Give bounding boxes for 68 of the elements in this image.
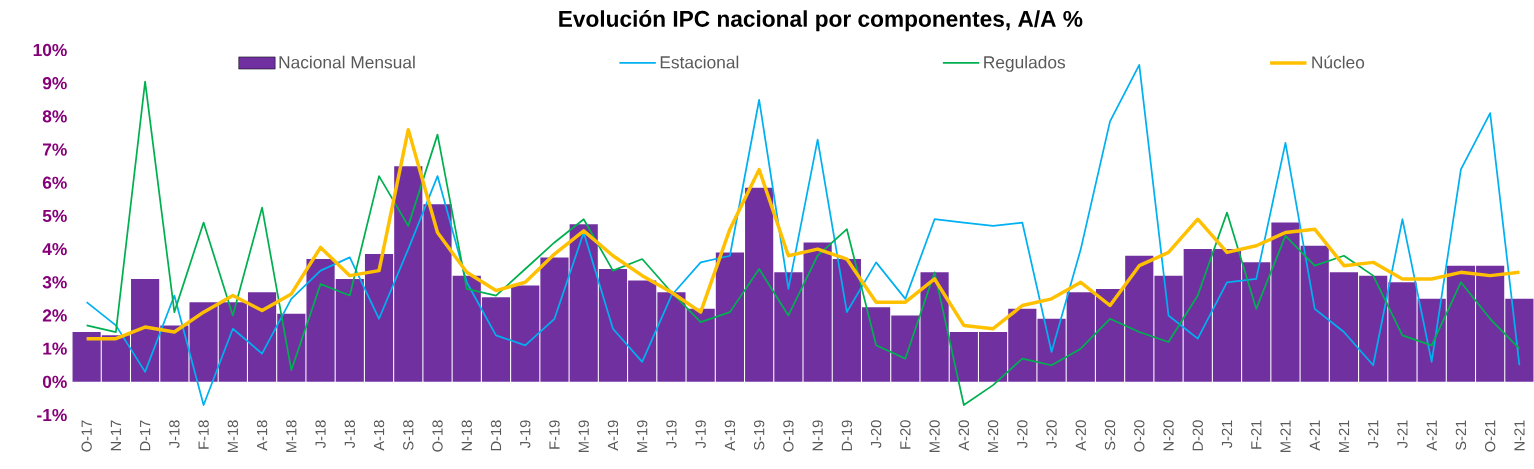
y-tick-label: 2%: [42, 309, 67, 322]
x-tick-label: J-18: [169, 420, 180, 449]
y-tick-label: 7%: [43, 143, 67, 156]
legend-label: Nacional Mensual: [279, 55, 415, 69]
y-tick-label: 4%: [42, 242, 67, 256]
y-tick-label: 6%: [42, 176, 67, 189]
x-tick-label: J-21: [1368, 420, 1379, 449]
x-tick-label: D-17: [140, 420, 151, 451]
x-tick-label: O-18: [432, 420, 443, 452]
x-tick-label: N-21: [1514, 420, 1525, 451]
x-tick-label: O-19: [783, 420, 794, 452]
x-tick-label: S-19: [753, 420, 765, 451]
x-tick-label: D-18: [490, 420, 502, 451]
x-tick-label: O-21: [1484, 420, 1496, 452]
x-tick-label: F-19: [549, 420, 560, 449]
line-series: [84, 127, 1522, 341]
x-tick-label: J-20: [1017, 420, 1028, 449]
y-tick-label: 3%: [42, 276, 67, 289]
x-tick-label: A-18: [373, 420, 385, 451]
y-tick-label: -1%: [37, 408, 67, 422]
x-tick-label: M-20: [987, 420, 999, 452]
x-tick-label: S-21: [1455, 420, 1467, 451]
x-tick-label: J-20: [870, 420, 882, 449]
y-tick-label: 10%: [33, 43, 67, 57]
x-tick-label: A-21: [1426, 420, 1437, 451]
x-tick-label: M-18: [227, 420, 239, 452]
x-tick-label: M-19: [637, 420, 648, 452]
legend-label: Estacional: [660, 55, 739, 69]
x-tick-label: N-19: [812, 420, 823, 451]
y-tick-label: 1%: [43, 342, 67, 355]
x-tick-label: D-20: [1192, 420, 1203, 451]
x-tick-label: S-20: [1104, 420, 1116, 451]
x-tick-label: A-18: [256, 420, 268, 451]
x-tick-label: J-20: [1046, 420, 1057, 449]
x-tick-label: M-21: [1338, 420, 1350, 452]
x-tick-label: M-21: [1280, 420, 1291, 452]
x-tick-label: J-21: [1221, 420, 1233, 449]
x-tick-label: O-20: [1134, 420, 1145, 452]
x-tick-label: J-19: [695, 420, 706, 449]
x-tick-label: O-17: [81, 420, 92, 452]
x-tick-label: N-20: [1163, 420, 1174, 451]
x-tick-label: J-18: [344, 420, 355, 449]
x-tick-label: F-20: [900, 420, 911, 449]
legend-label: Regulados: [984, 55, 1066, 72]
chart-title: Evolución IPC nacional por componentes, A/A %: [559, 10, 1083, 32]
x-tick-label: D-19: [841, 420, 853, 451]
x-tick-label: A-19: [607, 420, 619, 451]
x-tick-label: F-21: [1251, 420, 1262, 449]
x-tick-label: A-20: [958, 420, 970, 451]
x-tick-label: J-18: [315, 420, 326, 449]
x-tick-label: F-18: [198, 420, 209, 449]
x-tick-label: S-18: [403, 420, 414, 451]
y-tick-label: 8%: [42, 110, 67, 123]
y-tick-label: 9%: [42, 77, 67, 90]
y-tick-label: 5%: [42, 209, 67, 223]
legend-label: Núcleo: [1312, 55, 1365, 69]
x-tick-label: J-21: [1397, 420, 1408, 449]
x-tick-label: N-18: [461, 420, 472, 451]
x-tick-label: J-19: [666, 420, 677, 449]
x-tick-label: J-19: [520, 420, 531, 449]
x-tick-label: M-18: [286, 420, 297, 452]
x-tick-label: A-21: [1309, 420, 1320, 451]
x-tick-label: M-20: [929, 420, 940, 452]
x-tick-label: A-19: [724, 420, 736, 451]
x-tick-label: N-17: [110, 420, 121, 451]
y-tick-label: 0%: [42, 375, 67, 388]
x-tick-label: A-20: [1075, 420, 1086, 451]
x-tick-label: M-19: [578, 420, 589, 452]
